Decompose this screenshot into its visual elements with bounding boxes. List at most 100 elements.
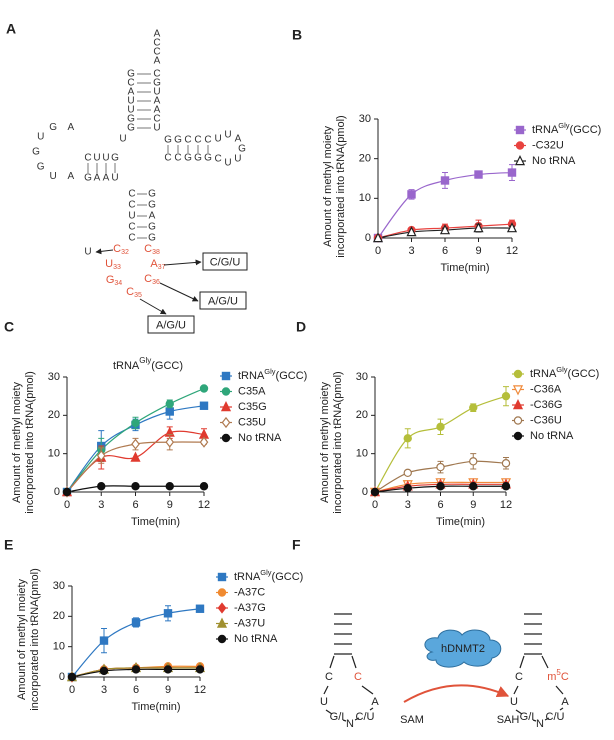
mutation-label: A/G/U: [208, 295, 238, 307]
base: A: [103, 173, 110, 184]
data-point: [165, 436, 175, 448]
legend-label: -C36U: [530, 414, 562, 426]
base: G: [111, 153, 119, 164]
base: C: [153, 114, 160, 125]
x-tick-label: 6: [442, 245, 448, 257]
data-point: [195, 604, 205, 613]
y-tick-label: 30: [53, 580, 65, 592]
legend-part: (GCC): [568, 368, 600, 380]
loop-base: C: [515, 671, 523, 683]
base: A: [149, 211, 156, 222]
loop-base: C32: [113, 243, 129, 256]
base: G: [84, 173, 92, 184]
base: U: [84, 247, 91, 258]
x-tick-label: 0: [372, 499, 378, 511]
base: G: [153, 78, 161, 89]
legend-part: (GCC): [272, 571, 304, 583]
base: C: [153, 38, 160, 49]
product-label: SAH: [497, 714, 520, 726]
legend-part: tRNA: [530, 368, 557, 380]
base: C: [128, 200, 135, 211]
base: U: [127, 105, 134, 116]
loop-base: A37: [150, 258, 165, 271]
data-point: [436, 482, 445, 491]
base: G: [127, 114, 135, 125]
panel-label: A: [6, 21, 16, 37]
data-point: [407, 190, 416, 199]
reaction-arrow: [403, 684, 510, 703]
data-point: [506, 222, 518, 233]
base: U: [93, 153, 100, 164]
base-letter: C: [113, 243, 121, 255]
y-tick-label: 0: [362, 486, 368, 498]
base: U: [111, 173, 118, 184]
data-point: [501, 482, 511, 491]
x-axis-label: Time(min): [436, 516, 485, 528]
stem-loop-right: [513, 613, 564, 722]
mutation-label: A/G/U: [156, 319, 186, 331]
y-axis-label: Amount of methyl moiety: [16, 578, 28, 700]
legend-sup: Gly: [264, 367, 276, 376]
legend-label: -C36G: [530, 399, 562, 411]
base: G: [174, 135, 182, 146]
y-tick-label: 10: [356, 448, 368, 460]
data-point: [199, 384, 209, 393]
x-axis-label: Time(min): [440, 262, 489, 274]
x-tick-label: 0: [69, 684, 75, 696]
legend-label: No tRNA: [530, 430, 574, 442]
x-tick-label: 3: [405, 499, 411, 511]
base: G: [148, 200, 156, 211]
legend-part: tRNA: [234, 571, 261, 583]
base: A: [154, 56, 161, 67]
base: U: [128, 211, 135, 222]
loop-base: A: [371, 696, 379, 708]
x-tick-label: 6: [132, 499, 138, 511]
base: G: [204, 153, 212, 164]
base: G: [194, 153, 202, 164]
data-point: [403, 468, 412, 478]
data-point: [163, 609, 173, 618]
data-point: [403, 434, 412, 443]
mod-sup: 5: [556, 668, 561, 677]
legend-label: -C36A: [530, 383, 562, 395]
legend-sup: Gly: [260, 568, 272, 577]
y-tick-label: 0: [59, 671, 65, 683]
base-number: 36: [152, 279, 160, 286]
mutation-label: C/G/U: [210, 256, 241, 268]
legend-label: tRNAGly(GCC): [532, 121, 601, 136]
data-point: [62, 487, 72, 497]
x-tick-label: 12: [198, 499, 210, 511]
legend-label: No tRNA: [238, 432, 282, 444]
data-point: [165, 407, 174, 416]
base-number: 35: [134, 292, 142, 299]
data-point: [440, 176, 450, 185]
base: A: [68, 122, 75, 133]
stem-loop-left: [323, 613, 374, 722]
x-tick-label: 6: [437, 499, 443, 511]
base: U: [102, 153, 109, 164]
y-axis-label: Amount of methyl moiety: [319, 381, 331, 503]
data-point: [436, 462, 445, 472]
data-point: [195, 665, 205, 674]
loop-base: C/U: [546, 711, 565, 723]
y-axis-label: Amount of methyl moiety: [322, 125, 334, 247]
loop-base: G/I: [330, 711, 345, 723]
legend-part: tRNA: [532, 124, 559, 136]
legend-marker: [512, 399, 524, 410]
legend-marker: [221, 433, 231, 443]
legend-marker: [220, 401, 232, 412]
arrow: [139, 298, 167, 315]
legend-part: tRNA: [238, 370, 265, 382]
legend-marker: [513, 431, 523, 441]
trna-label: tRNAGly(GCC): [113, 356, 183, 372]
label-part: tRNA: [113, 360, 140, 372]
data-point: [163, 665, 173, 674]
label-sup: Gly: [139, 356, 151, 365]
legend-marker: [221, 371, 231, 381]
base-letter: C: [144, 273, 152, 285]
loop-base: G/I: [520, 711, 535, 723]
enzyme-label: hDNMT2: [441, 643, 485, 655]
base-number: 37: [158, 264, 166, 271]
base: C: [127, 78, 134, 89]
